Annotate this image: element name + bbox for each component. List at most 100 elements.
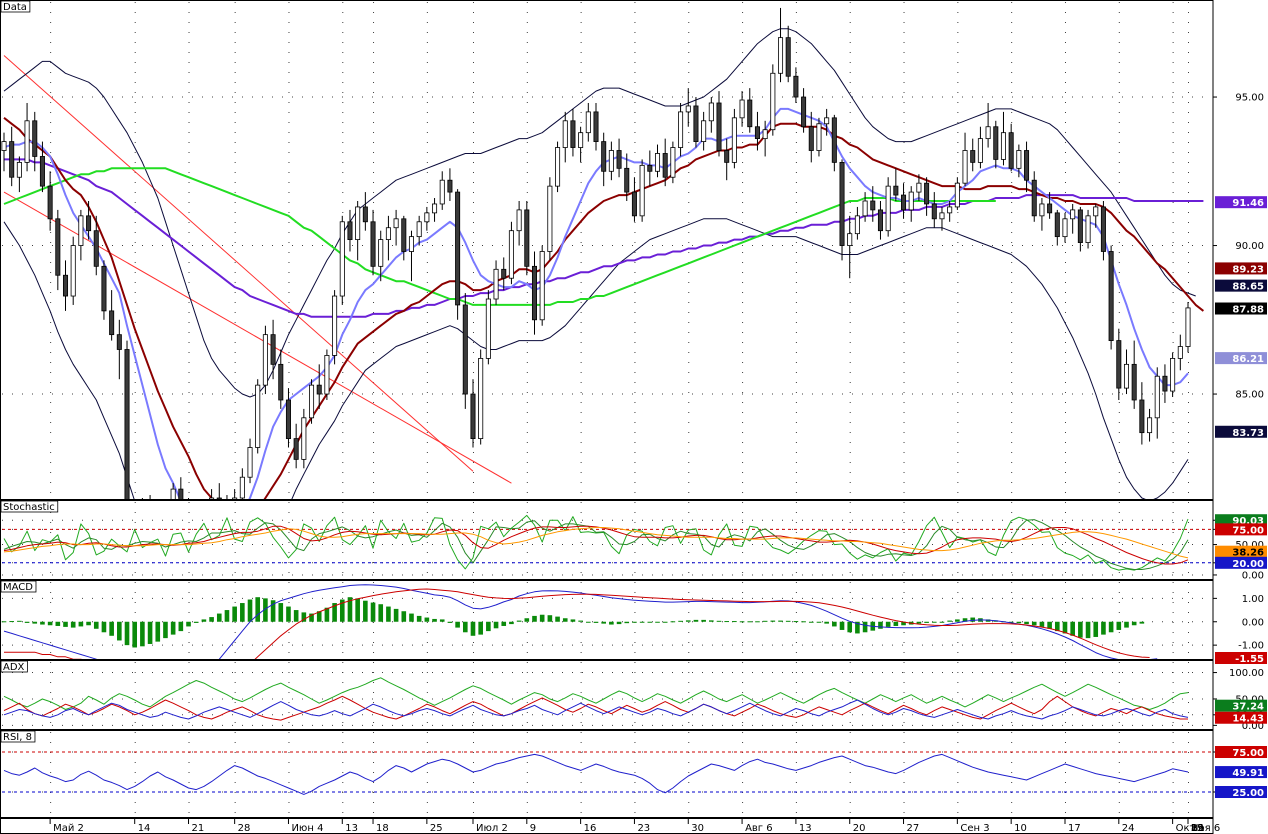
candle-body-36 [278, 363, 284, 401]
macd-bar-13 [101, 621, 107, 633]
macd-bar-110 [847, 621, 853, 633]
price-title: Data [3, 2, 27, 13]
macd-bar-9 [70, 621, 76, 628]
candle-body-59 [455, 191, 461, 306]
bollinger-upper-line [3, 28, 1196, 398]
rsi-badge-label-0: 75.00 [1232, 748, 1264, 759]
macd-bar-138 [1062, 621, 1068, 634]
candle-body-125 [962, 150, 968, 184]
candle-body-93 [716, 102, 722, 151]
adx-badge-label-0: 37.24 [1232, 702, 1264, 713]
candle-body-10 [78, 215, 84, 246]
candle-body-132 [1016, 150, 1022, 169]
macd-bar-88 [678, 620, 683, 622]
date-label-26: Ноя 6 [1191, 823, 1220, 834]
macd-bar-80 [616, 621, 622, 625]
candle-body-154 [1185, 307, 1191, 347]
macd-bar-65 [501, 621, 507, 626]
rsi-badge-bg-2 [1215, 786, 1267, 798]
candle-body-127 [977, 138, 983, 163]
macd-bar-100 [770, 620, 776, 622]
date-axis: Май 2 14 21 28 Июн 4 13 18 25 Июл 2 9 16 23 30 Авг 6 1… [49, 818, 1220, 834]
macd-badge-label-0: -1.55 [1235, 654, 1264, 665]
macd-bar-66 [509, 621, 514, 625]
macd-bar-148 [1139, 621, 1145, 624]
candle-body-121 [931, 203, 937, 220]
date-label-6: 18 [376, 823, 389, 834]
rsi-title-box [0, 730, 36, 743]
macd-bar-114 [878, 621, 883, 629]
date-label-20: 24 [1122, 823, 1135, 834]
macd-bar-48 [370, 602, 376, 622]
macd-bar-6 [47, 621, 53, 626]
candle-body-50 [385, 227, 391, 241]
macd-bar-50 [386, 606, 391, 622]
macd-bar-3 [24, 621, 30, 623]
date-label-4: Июн 4 [291, 823, 323, 834]
date-label-17: Сен 3 [960, 823, 989, 834]
date-label-23: 15 [1191, 823, 1204, 834]
macd-bar-18 [140, 621, 145, 647]
macd-bar-121 [931, 621, 937, 623]
macd-bar-96 [739, 621, 745, 623]
candle-body-80 [616, 150, 622, 169]
candle-body-61 [470, 393, 476, 439]
candle-body-146 [1123, 363, 1130, 389]
candle-body-135 [1039, 203, 1045, 217]
candle-body-133 [1024, 150, 1030, 181]
macd-bar-123 [947, 620, 952, 622]
candle-body-78 [601, 141, 607, 172]
candle-body-77 [593, 111, 599, 142]
candle-body-51 [393, 218, 399, 229]
candle-body-32 [247, 447, 253, 478]
macd-bar-89 [685, 620, 691, 622]
macd-bar-104 [801, 621, 806, 623]
candle-body-153 [1177, 346, 1183, 359]
date-label-19: 17 [1068, 823, 1081, 834]
candle-body-150 [1154, 375, 1160, 419]
candle-body-0 [1, 141, 7, 151]
candle-body-75 [578, 132, 584, 148]
date-label-21: Окт 1 [1176, 823, 1205, 834]
rsi-badge-bg-0 [1215, 746, 1267, 758]
macd-bar-140 [1078, 621, 1083, 638]
macd-bar-84 [647, 621, 653, 623]
rsi-badge-label-2: 25.00 [1232, 788, 1264, 799]
price-badge-bg-1 [1215, 262, 1267, 275]
candle-body-68 [524, 209, 530, 267]
candle-body-74 [570, 120, 576, 148]
macd-bar-58 [447, 621, 453, 623]
macd-bar-37 [286, 606, 291, 622]
candle-body-63 [485, 298, 491, 359]
macd-title-box [0, 580, 37, 593]
adx-ytick-label-0: 0.00 [1242, 721, 1264, 732]
macd-bar-132 [1016, 621, 1022, 624]
adx-title-box [0, 660, 28, 673]
adx-ytick-label-3: 100.00 [1229, 668, 1264, 679]
stochastic-title: Stochastic [3, 502, 55, 513]
date-label-7: 25 [430, 823, 443, 834]
macd-bar-8 [63, 621, 68, 627]
candle-body-47 [362, 206, 368, 223]
macd-bar-133 [1024, 621, 1029, 625]
macd-bar-79 [609, 621, 614, 625]
stochastic-fast-line [3, 514, 1189, 571]
price-badge-label-5: 83.73 [1232, 428, 1264, 439]
candle-body-12 [93, 230, 99, 267]
macd-bar-55 [424, 617, 430, 622]
macd-bar-105 [808, 621, 814, 623]
rsi-lines [3, 753, 1189, 795]
stochastic-badge-label-3: 20.00 [1232, 559, 1264, 570]
adx-title: ADX [3, 662, 25, 673]
candle-body-15 [116, 334, 122, 350]
macd-bar-31 [240, 603, 245, 622]
price-ytick-label-0: 85.00 [1235, 390, 1264, 401]
candle-body-106 [816, 123, 822, 151]
stochastic-badge-bg-1 [1215, 523, 1267, 536]
moving-average-50-line [3, 167, 996, 306]
stochastic-badge-bg-2 [1215, 545, 1267, 558]
macd-line [3, 584, 1158, 659]
macd-bar-1 [9, 621, 14, 623]
candle-body-8 [62, 274, 69, 297]
candle-body-126 [970, 150, 976, 163]
